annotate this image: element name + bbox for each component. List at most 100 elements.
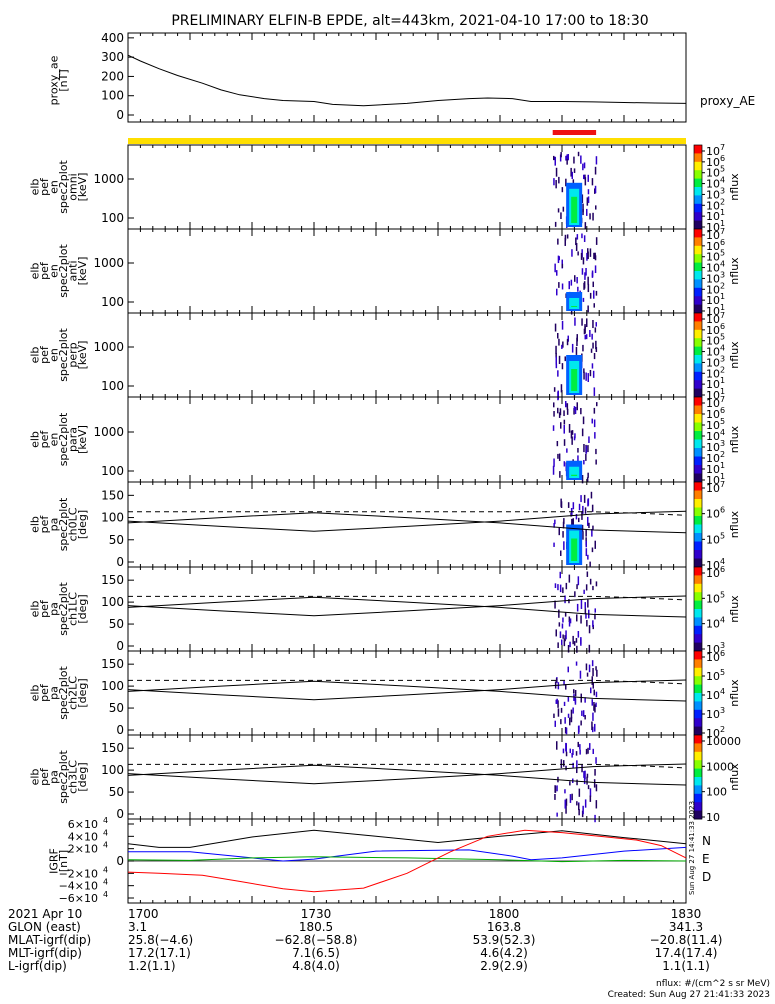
energy-panel-2-speckle	[591, 363, 594, 369]
energy-panel-1-colorbar-swatch	[694, 296, 702, 306]
pitch-panel-1-anti-loss-cone-line	[127, 595, 687, 617]
axis-label-line: ch1LC	[66, 592, 79, 626]
energy-panel-3-speckle	[577, 448, 579, 453]
pitch-panel-2-speckle	[591, 721, 593, 731]
pitch-panel-2-speckle	[564, 727, 567, 734]
pitch-panel-3-speckle	[584, 799, 587, 808]
pitch-panel-3-colorbar-swatch	[694, 751, 702, 761]
energy-panel-2-speckle	[590, 348, 593, 353]
pitch-panel-0-speckle	[578, 517, 580, 523]
energy-panel-2-speckle	[576, 337, 578, 347]
energy-panel-3-speckle	[577, 455, 579, 463]
pitch-panel-1-colorbar-title: nflux	[728, 595, 741, 623]
energy-panel-3-colorbar-swatch	[694, 465, 702, 474]
energy-panel-1-speckle	[584, 272, 586, 280]
pitch-panel-3-speckle	[571, 793, 573, 801]
energy-panel-0-speckle	[560, 212, 562, 220]
pitch-panel-0-speckle	[578, 503, 581, 511]
pitch-panel-3-speckle	[564, 789, 566, 794]
energy-panel-3-speckle	[574, 407, 577, 415]
ae-ylabel: proxy_ae[nT]	[47, 55, 70, 105]
energy-panel-1-colorbar-tick-exponent: 5	[720, 249, 725, 258]
energy-panel-3-colorbar-swatch	[694, 397, 702, 406]
footer-row-value: 4.8(4.0)	[292, 959, 340, 973]
pitch-panel-2-speckle	[590, 687, 592, 694]
energy-panel-2-colorbar-swatch	[694, 355, 702, 364]
energy-panel-1-speckle	[583, 281, 586, 289]
pitch-panel-3-speckle	[578, 809, 580, 816]
pitch-panel-1-speckle	[565, 582, 568, 590]
energy-panel-3-speckle	[585, 453, 587, 461]
energy-panel-0-speckle	[560, 152, 562, 158]
pitch-panel-0-colorbar-tick-label: 10	[706, 533, 720, 546]
energy-panel-2-speckle	[584, 326, 586, 334]
pitch-panel-2-speckle	[592, 726, 594, 733]
pitch-panel-2-colorbar-swatch	[694, 667, 702, 677]
pitch-panel-0-ytick-label: 100	[101, 511, 124, 525]
pitch-panel-1-speckle	[568, 574, 571, 583]
axis-label-line: elb	[28, 347, 41, 364]
pitch-panel-1-speckle	[554, 583, 557, 589]
pitch-panel-2-ytick-label: 150	[101, 657, 124, 671]
axis-label-line: elb	[28, 431, 41, 448]
energy-panel-2-colorbar-tick-exponent: 6	[720, 322, 725, 331]
energy-panel-2-speckle	[561, 363, 564, 370]
igrf-ytick-exponent: 4	[103, 878, 108, 887]
energy-panel-1-speckle	[556, 270, 558, 276]
pitch-panel-0-speckle	[560, 550, 562, 556]
pitch-panel-0-speckle	[588, 522, 590, 529]
energy-panel-3-speckle	[565, 401, 567, 408]
pitch-panel-1-speckle	[568, 599, 570, 604]
pitch-panel-1-colorbar-tick-exponent: 4	[720, 616, 725, 625]
pitch-panel-0-core-inner	[571, 538, 578, 561]
footer-row-value: 4.6(4.2)	[480, 946, 528, 960]
energy-panel-1-colorbar-tick-label: 10	[706, 305, 720, 318]
pitch-panel-3-speckle	[565, 751, 568, 757]
pitch-panel-2-speckle	[592, 682, 594, 689]
pitch-panel-3-speckle	[587, 747, 589, 754]
pitch-panel-1-colorbar-swatch	[694, 634, 702, 644]
igrf-series-green	[127, 856, 687, 863]
pitch-panel-3-colorbar-tick-label: 1000	[706, 760, 734, 773]
energy-panel-3-speckle	[591, 418, 593, 424]
pitch-panel-2-speckle	[557, 708, 560, 717]
energy-panel-0-speckle	[559, 154, 562, 162]
axis-label-line: proxy_ae	[47, 55, 60, 105]
energy-panel-0-speckle	[553, 178, 555, 186]
pitch-panel-3-speckle	[562, 748, 565, 754]
pitch-panel-1-colorbar-tick-label: 10	[706, 618, 720, 631]
energy-panel-3-colorbar-swatch	[694, 431, 702, 440]
energy-panel-2-colorbar-swatch	[694, 380, 702, 390]
energy-panel-1-colorbar-swatch	[694, 279, 702, 289]
pitch-panel-0-speckle	[584, 507, 587, 514]
energy-panel-2-speckle	[589, 370, 592, 377]
energy-panel-2-colorbar-tick-exponent: 3	[720, 354, 725, 363]
axis-label-line: elb	[28, 263, 41, 280]
pitch-panel-3-speckle	[563, 760, 565, 767]
pitch-panel-1-colorbar-swatch	[694, 625, 702, 635]
pitch-panel-1-speckle	[565, 630, 567, 640]
energy-panel-3-speckle	[586, 477, 589, 482]
pitch-panel-1-speckle	[588, 644, 591, 653]
energy-panel-2-speckle	[582, 344, 584, 352]
pitch-panel-1-ytick-label: 50	[109, 617, 124, 631]
pitch-panel-0-speckle	[571, 509, 573, 516]
pitch-panel-1-colorbar-swatch	[694, 575, 702, 585]
axis-label-line: pef	[38, 177, 51, 196]
pitch-panel-1-speckle	[594, 613, 596, 620]
axis-label-line: en	[47, 264, 60, 278]
energy-panel-3-speckle	[581, 475, 584, 484]
pitch-panel-2-speckle	[594, 723, 596, 732]
pitch-panel-3-speckle	[587, 785, 590, 790]
pitch-panel-3-colorbar-tick-label: 100	[706, 786, 727, 799]
pitch-panel-3-ytick-label: 150	[101, 741, 124, 755]
pitch-panel-2-speckle	[570, 716, 573, 723]
pitch-panel-2-speckle	[557, 682, 560, 690]
igrf-ytick-label: 0	[116, 854, 124, 868]
pitch-panel-1-speckle	[583, 589, 585, 594]
pitch-panel-3-speckle	[576, 779, 578, 786]
pitch-panel-3-speckle	[584, 770, 586, 780]
energy-panel-3-colorbar-tick-exponent: 3	[720, 439, 725, 448]
energy-panel-3-speckle	[568, 424, 571, 433]
energy-panel-0-speckle	[570, 167, 572, 177]
